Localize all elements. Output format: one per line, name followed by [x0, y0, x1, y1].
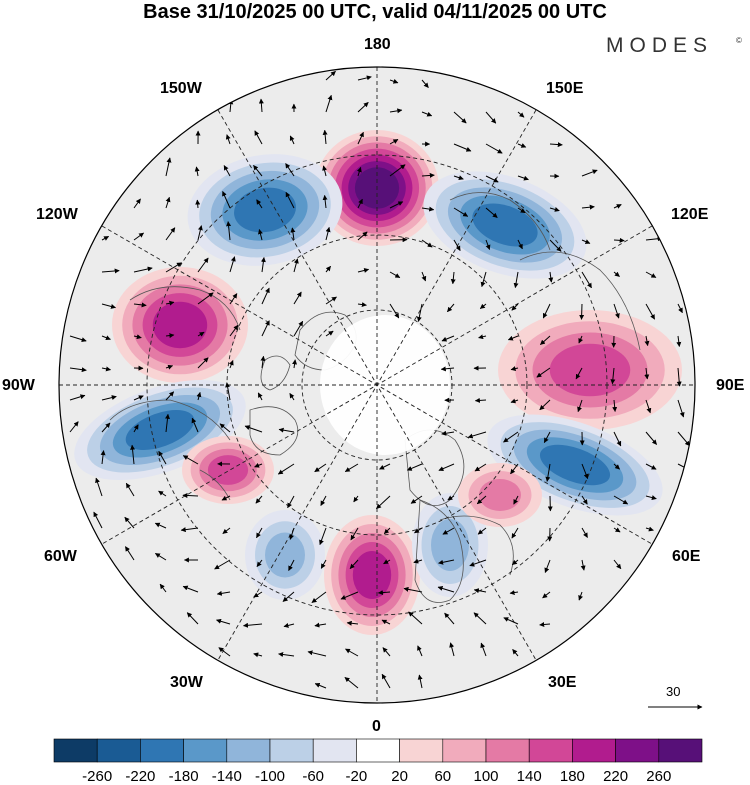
- colorbar-swatch: [529, 739, 572, 762]
- lon-label-120e: 120E: [671, 206, 708, 224]
- lon-label-150w: 150W: [160, 80, 202, 98]
- anomaly-cell: [245, 510, 325, 600]
- colorbar-swatch: [313, 739, 356, 762]
- colorbar-swatch: [356, 739, 399, 762]
- colorbar-swatch: [227, 739, 270, 762]
- colorbar-swatch: [616, 739, 659, 762]
- colorbar-swatch: [659, 739, 702, 762]
- wind-vector: [197, 200, 198, 208]
- lon-label-90e: 90E: [716, 377, 744, 395]
- colorbar-swatch: [270, 739, 313, 762]
- lon-label-30e: 30E: [548, 674, 576, 692]
- colorbar-swatch: [486, 739, 529, 762]
- lon-label-0: 0: [372, 718, 381, 736]
- field-layer: [50, 60, 710, 720]
- lon-label-150e: 150E: [546, 80, 583, 98]
- colorbar-swatch: [54, 739, 97, 762]
- lon-label-90w: 90W: [2, 377, 35, 395]
- wind-vector: [582, 304, 583, 319]
- colorbar-swatch: [140, 739, 183, 762]
- lon-label-120w: 120W: [36, 206, 78, 224]
- reference-vector-value: 30: [666, 684, 680, 699]
- anomaly-cell: [324, 515, 420, 635]
- colorbar-swatch: [572, 739, 615, 762]
- colorbar-swatch: [184, 739, 227, 762]
- wind-vector: [183, 495, 198, 496]
- colorbar-swatch: [400, 739, 443, 762]
- lon-label-30w: 30W: [170, 674, 203, 692]
- anomaly-cell: [182, 436, 274, 504]
- colorbar-tick-label: 260: [634, 768, 684, 785]
- colorbar: [54, 739, 702, 762]
- colorbar-swatch: [443, 739, 486, 762]
- lon-label-60w: 60W: [44, 548, 77, 566]
- anomaly-cell: [498, 310, 682, 430]
- lon-label-60e: 60E: [672, 548, 700, 566]
- lon-label-180: 180: [364, 36, 391, 54]
- wind-vector: [614, 240, 624, 241]
- colorbar-swatch: [97, 739, 140, 762]
- anomaly-cell: [112, 267, 248, 383]
- wind-vector: [475, 400, 486, 401]
